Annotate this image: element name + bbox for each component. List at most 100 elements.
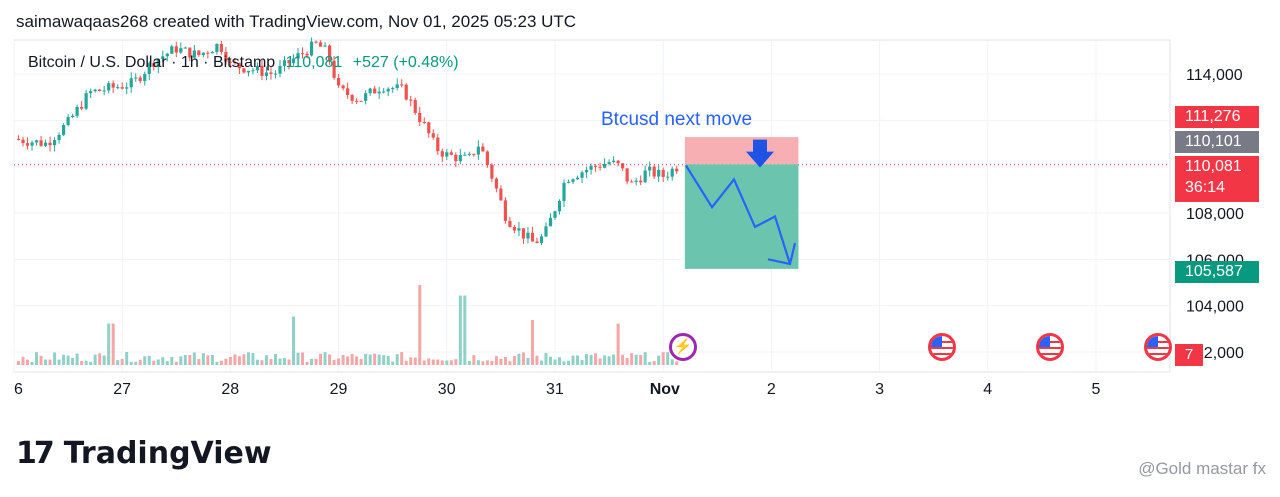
volume-bar	[413, 357, 417, 365]
volume-bar	[296, 352, 300, 365]
last-price-badge: 110,081 36:14	[1175, 156, 1259, 202]
us-flag-icon[interactable]	[1036, 333, 1064, 361]
volume-bar	[301, 352, 305, 365]
volume-bar	[409, 357, 413, 365]
volume-bar	[386, 356, 390, 365]
candle-body	[323, 45, 327, 47]
volume-bar	[368, 354, 372, 365]
volume-bar	[395, 354, 399, 365]
projection-arrowhead	[767, 242, 797, 266]
candle-body	[242, 68, 246, 73]
volume-bar	[364, 353, 368, 365]
candle-body	[530, 232, 535, 242]
candle-body	[161, 56, 165, 59]
x-tick-label: 3	[875, 381, 884, 398]
candle-body	[21, 139, 25, 144]
volume-bar	[310, 358, 314, 365]
volume-bar	[598, 358, 602, 365]
volume-bar	[341, 354, 345, 365]
volume-bar	[440, 360, 444, 365]
candle-body	[499, 188, 503, 201]
symbol-info: Bitcoin / U.S. Dollar · 1h · Bitstamp 11…	[28, 54, 459, 72]
candle-body	[598, 166, 602, 168]
volume-bar	[332, 359, 336, 365]
candle-body	[539, 236, 544, 244]
volume-bar	[93, 354, 97, 365]
volume-bar	[675, 361, 679, 365]
candle-body	[630, 181, 634, 183]
volume-bar	[499, 358, 503, 365]
candle-body	[273, 73, 278, 75]
candle-body	[255, 65, 260, 71]
candle-body	[16, 138, 21, 140]
candle-body	[625, 168, 629, 182]
candle-body	[652, 166, 656, 177]
volume-bar	[179, 356, 183, 365]
candle-body	[39, 140, 43, 146]
volume-bar	[571, 355, 575, 365]
volume-bar	[436, 359, 440, 365]
volume-bar	[129, 361, 133, 365]
volume-bar	[107, 323, 111, 365]
lightning-icon[interactable]: ⚡	[669, 333, 697, 361]
candle-body	[43, 142, 48, 146]
candle-body	[481, 146, 485, 152]
candle-body	[467, 153, 471, 155]
events-count-badge[interactable]: 7	[1175, 344, 1203, 366]
volume-bar	[382, 355, 386, 365]
volume-bar	[621, 354, 625, 365]
candle-body	[634, 180, 638, 182]
volume-bar	[526, 357, 530, 365]
volume-bar	[422, 360, 426, 365]
volume-bar	[454, 359, 458, 365]
volume-bar	[206, 355, 210, 365]
candle-body	[260, 65, 264, 76]
annotation-text[interactable]: Btcusd next move	[601, 109, 753, 130]
volume-bar	[305, 361, 309, 365]
candle-body	[300, 53, 305, 55]
volume-bar	[39, 355, 43, 365]
volume-bar	[183, 354, 187, 365]
volume-bar	[594, 353, 598, 365]
candle-body	[557, 200, 562, 212]
x-tick-label: 4	[983, 381, 992, 398]
candle-body	[183, 47, 187, 49]
us-flag-icon[interactable]	[928, 333, 956, 361]
volume-bar	[355, 356, 359, 365]
candle-body	[165, 53, 169, 57]
y-tick-label: 114,000	[1186, 67, 1243, 84]
x-tick-label: 5	[1092, 381, 1101, 398]
candle-body	[391, 87, 395, 89]
candle-body	[228, 61, 232, 63]
take-profit-badge: 105,587	[1175, 261, 1259, 283]
candle-body	[71, 115, 75, 118]
volume-bar	[400, 352, 404, 365]
candle-body	[30, 142, 34, 146]
volume-bar	[481, 361, 485, 365]
candle-body	[346, 88, 350, 96]
volume-bar	[472, 355, 476, 365]
candle-body	[264, 72, 269, 76]
candle-body	[548, 217, 553, 227]
candle-body	[454, 154, 458, 162]
candle-body	[431, 133, 435, 138]
us-flag-icon[interactable]	[1144, 333, 1172, 361]
volume-bar	[337, 358, 341, 365]
candle-body	[125, 87, 129, 89]
x-tick-label: 30	[438, 381, 456, 398]
candle-body	[517, 228, 521, 231]
candle-body	[314, 41, 318, 43]
x-tick-label: 27	[113, 381, 131, 398]
volume-bar	[197, 358, 201, 365]
volume-bar	[89, 361, 93, 365]
candle-body	[102, 90, 106, 92]
candle-body	[661, 169, 665, 177]
volume-bar	[292, 316, 296, 365]
volume-bar	[657, 355, 661, 365]
volume-bar	[580, 360, 584, 365]
volume-bar	[278, 358, 282, 365]
volume-bar	[634, 354, 638, 365]
candle-body	[494, 178, 498, 189]
candle-body	[621, 163, 625, 169]
